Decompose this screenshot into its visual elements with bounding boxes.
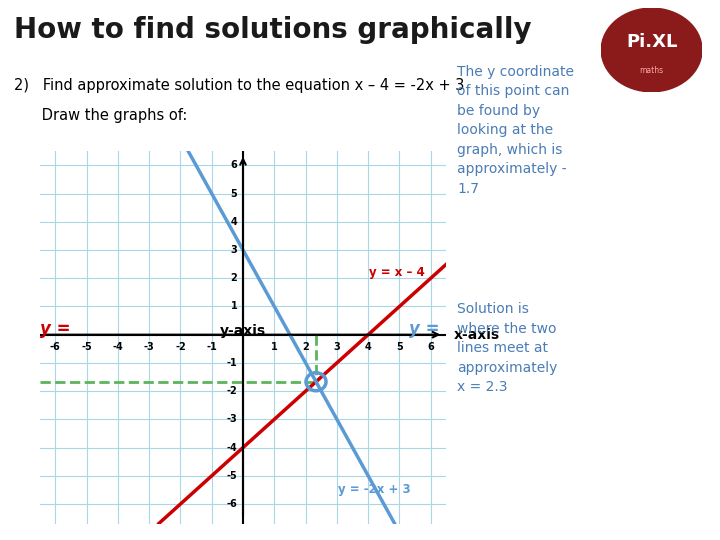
Text: x-axis: x-axis	[454, 328, 500, 342]
Text: 3: 3	[230, 245, 238, 255]
Text: y = -2x + 3: y = -2x + 3	[338, 483, 410, 496]
Text: How to find solutions graphically: How to find solutions graphically	[14, 16, 532, 44]
Text: 2: 2	[302, 342, 309, 352]
Text: -2: -2	[175, 342, 186, 352]
Text: y =: y =	[409, 320, 440, 338]
Text: 4: 4	[365, 342, 372, 352]
Text: 1: 1	[271, 342, 278, 352]
Text: Pi.XL: Pi.XL	[626, 32, 678, 51]
Text: Solution is
where the two
lines meet at
approximately
x = 2.3: Solution is where the two lines meet at …	[457, 302, 557, 394]
Text: y = x – 4: y = x – 4	[369, 266, 425, 279]
Text: 5: 5	[230, 188, 238, 199]
Text: 3: 3	[333, 342, 341, 352]
Text: -4: -4	[227, 443, 238, 453]
Text: -2: -2	[227, 386, 238, 396]
Text: The y coordinate
of this point can
be found by
looking at the
graph, which is
ap: The y coordinate of this point can be fo…	[457, 65, 575, 196]
Text: -5: -5	[227, 471, 238, 481]
Text: maths: maths	[639, 66, 664, 76]
Text: -3: -3	[227, 414, 238, 424]
Text: 6: 6	[428, 342, 434, 352]
Text: 5: 5	[396, 342, 402, 352]
Text: -4: -4	[112, 342, 123, 352]
Text: -6: -6	[227, 499, 238, 509]
Text: -3: -3	[144, 342, 155, 352]
Text: y =: y =	[40, 320, 70, 338]
Text: -1: -1	[227, 358, 238, 368]
Text: -6: -6	[50, 342, 60, 352]
Text: Draw the graphs of:: Draw the graphs of:	[14, 108, 188, 123]
Text: 2: 2	[230, 273, 238, 283]
Text: 6: 6	[230, 160, 238, 170]
Text: -5: -5	[81, 342, 92, 352]
Text: -1: -1	[207, 342, 217, 352]
Text: 4: 4	[230, 217, 238, 227]
Text: 2)   Find approximate solution to the equation x – 4 = -2x + 3: 2) Find approximate solution to the equa…	[14, 78, 465, 93]
Text: y-axis: y-axis	[220, 323, 266, 338]
Ellipse shape	[601, 8, 702, 92]
Text: 1: 1	[230, 301, 238, 312]
